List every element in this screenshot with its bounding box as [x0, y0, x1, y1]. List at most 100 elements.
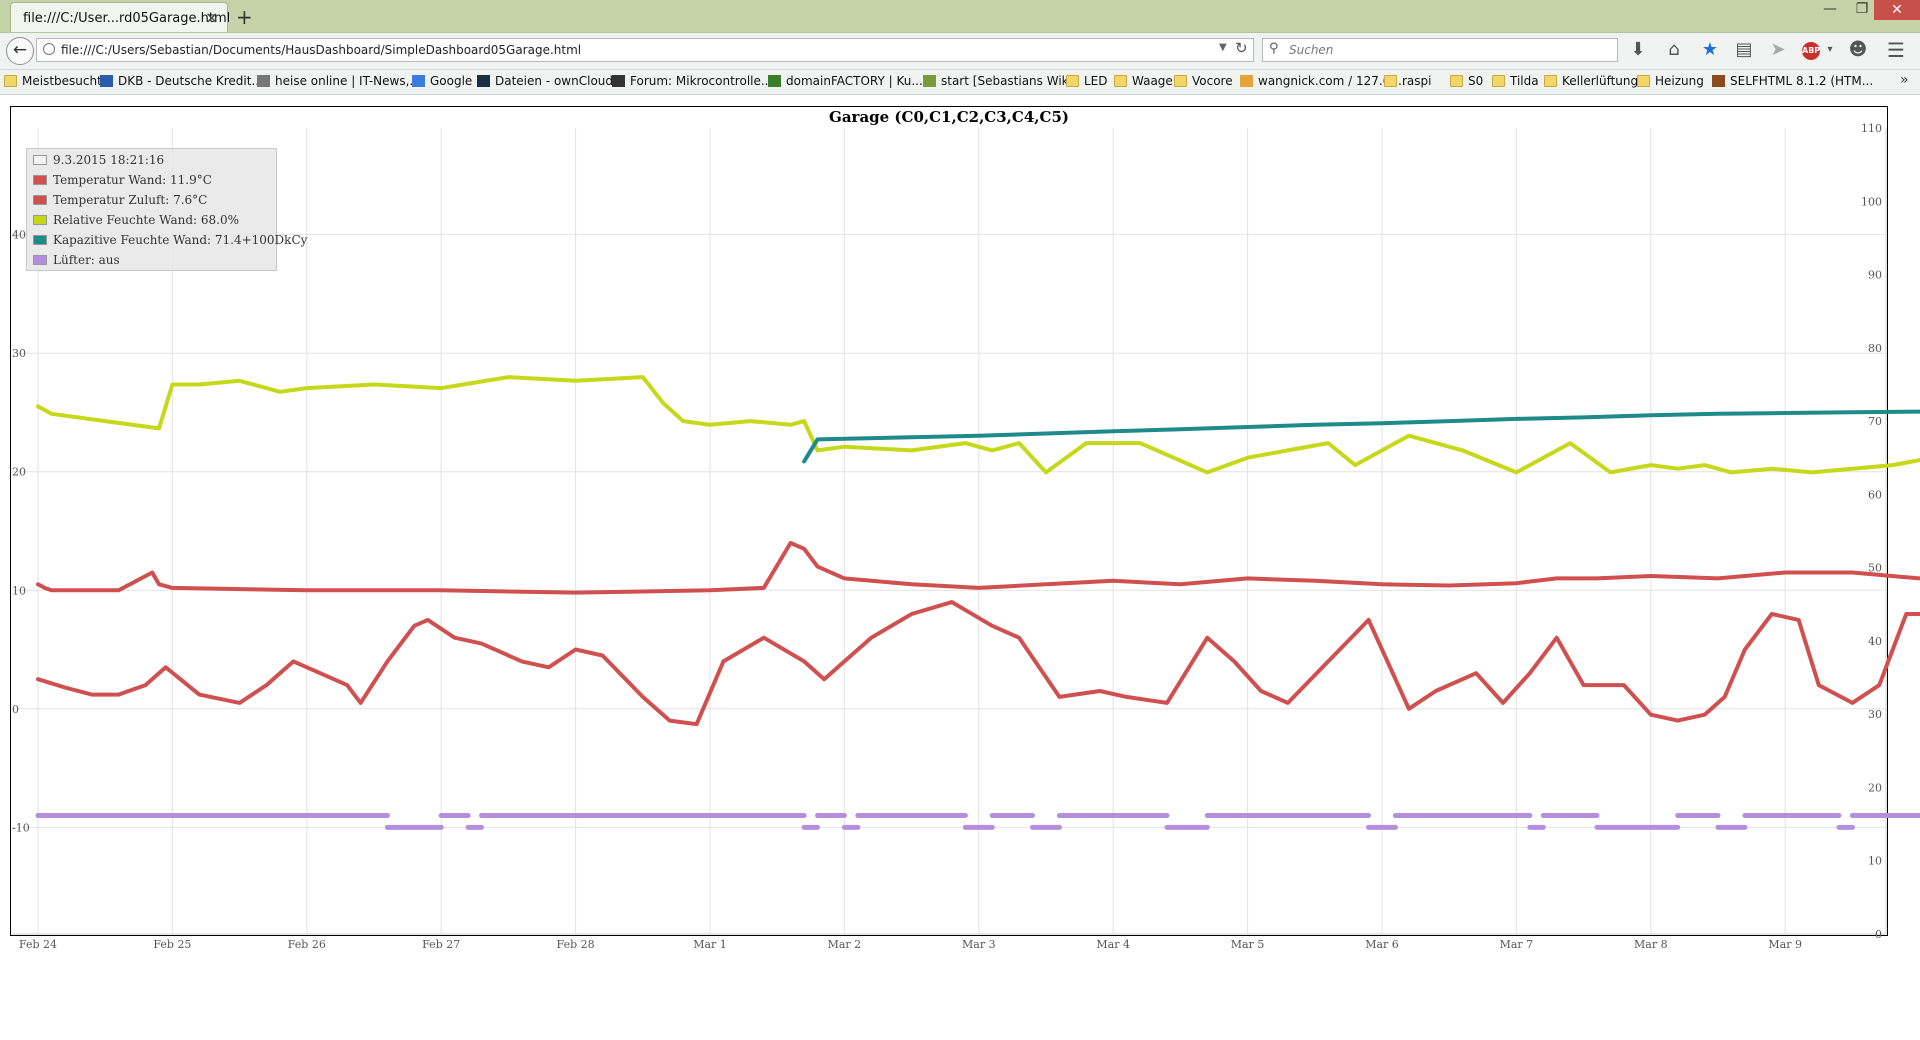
folder-icon	[1450, 75, 1463, 87]
bookmark-item[interactable]: S0	[1468, 74, 1484, 88]
y-right-tick-label: 60	[1868, 488, 1882, 501]
search-icon: ⚲	[1269, 41, 1279, 56]
globe-icon	[43, 43, 55, 55]
bookmark-item[interactable]: LED	[1084, 74, 1108, 88]
url-dropdown-icon[interactable]: ▼	[1219, 42, 1227, 53]
chart-frame	[10, 106, 1888, 936]
tab-title: file:///C:/User...rd05Garage.html	[23, 11, 231, 26]
selfhtml-icon	[1712, 75, 1725, 87]
legend-swatch	[33, 175, 47, 185]
x-tick-label: Mar 1	[693, 938, 727, 951]
bookmark-item[interactable]: heise online | IT-News,...	[275, 74, 421, 88]
send-icon[interactable]: ➤	[1770, 39, 1786, 60]
x-tick-label: Mar 5	[1231, 938, 1265, 951]
series-temperatur-wand	[36, 540, 1920, 595]
legend-label: Lüfter: aus	[53, 253, 120, 267]
bookmarks-overflow-icon[interactable]: »	[1900, 72, 1909, 88]
folder-icon	[1544, 75, 1557, 87]
bookmarks-bar: Meistbesucht DKB - Deutsche Kredit... heis…	[0, 70, 1920, 95]
x-tick-label: Mar 7	[1500, 938, 1534, 951]
adblock-dropdown-icon[interactable]: ▾	[1827, 44, 1833, 55]
y-right-tick-label: 90	[1868, 269, 1882, 282]
series-kapazitive-feuchte-wand	[802, 409, 1920, 464]
home-icon[interactable]: ⌂	[1668, 39, 1680, 60]
hamburger-menu-icon[interactable]: ☰	[1887, 38, 1905, 62]
series-layer	[35, 375, 1920, 830]
folder-icon	[1492, 75, 1505, 87]
google-icon	[412, 75, 425, 87]
dkb-icon	[100, 75, 113, 87]
y-right-tick-label: 70	[1868, 415, 1882, 428]
mikrocontroller-icon	[612, 75, 625, 87]
adblock-plus-icon[interactable]: ABP	[1802, 42, 1820, 60]
search-input[interactable]: ⚲ Suchen	[1262, 38, 1618, 62]
bookmark-item[interactable]: raspi	[1402, 74, 1432, 88]
y-right-tick-label: 110	[1861, 122, 1882, 135]
bookmark-item[interactable]: Vocore	[1192, 74, 1233, 88]
bookmark-item[interactable]: domainFACTORY | Ku...	[786, 74, 923, 88]
heise-icon	[257, 75, 270, 87]
navigation-toolbar: ← file:///C:/Users/Sebastian/Documents/H…	[0, 33, 1920, 70]
legend-swatch	[33, 195, 47, 205]
bookmark-item[interactable]: SELFHTML 8.1.2 (HTM...	[1730, 74, 1874, 88]
y-right-tick-label: 50	[1868, 562, 1882, 575]
arrow-left-icon: ←	[12, 40, 28, 60]
pma-icon	[1240, 75, 1253, 87]
tab-close-icon[interactable]: ×	[205, 8, 219, 27]
tab-active[interactable]: file:///C:/User...rd05Garage.html ×	[10, 2, 231, 32]
folder-icon	[1066, 75, 1079, 87]
series-relative-feuchte-wand	[36, 375, 1920, 475]
chart-title: Garage (C0,C1,C2,C3,C4,C5)	[829, 108, 1069, 126]
y-right-tick-label: 100	[1861, 195, 1882, 208]
y-left-tick-label: -10	[12, 821, 30, 834]
back-button[interactable]: ←	[6, 37, 34, 65]
download-icon[interactable]: ⬇	[1630, 39, 1646, 60]
bookmark-item[interactable]: Heizung	[1655, 74, 1704, 88]
legend-swatch	[33, 255, 47, 265]
search-placeholder: Suchen	[1289, 43, 1334, 57]
y-left-tick-label: 40	[12, 229, 26, 242]
bookmark-item[interactable]: Meistbesucht	[22, 74, 102, 88]
owncloud-icon	[477, 75, 490, 87]
y-left-tick-label: 20	[12, 466, 26, 479]
bookmark-item[interactable]: Google	[430, 74, 473, 88]
y-right-tick-label: 20	[1868, 781, 1882, 794]
bookmark-item[interactable]: Waage	[1132, 74, 1173, 88]
y-left-tick-label: 30	[12, 347, 26, 360]
restore-button[interactable]: ❐	[1855, 1, 1869, 17]
bookmark-item[interactable]: Kellerlüftung	[1562, 74, 1639, 88]
legend-timestamp: 9.3.2015 18:21:16	[53, 153, 165, 167]
y-right-tick-label: 80	[1868, 342, 1882, 355]
domainfactory-icon	[768, 75, 781, 87]
legend-label: Relative Feuchte Wand: 68.0%	[53, 213, 240, 227]
bookmark-item[interactable]: Forum: Mikrocontrolle...	[630, 74, 773, 88]
series-temperatur-zuluft	[36, 600, 1920, 727]
y-right-tick-label: 30	[1868, 708, 1882, 721]
x-tick-label: Feb 27	[422, 938, 460, 951]
y-right-tick-label: 40	[1868, 635, 1882, 648]
bookmark-item[interactable]: Tilda	[1510, 74, 1539, 88]
library-icon[interactable]: ▤	[1735, 39, 1753, 60]
reload-icon[interactable]: ↻	[1235, 39, 1248, 57]
x-tick-label: Mar 9	[1768, 938, 1802, 951]
close-window-button[interactable]: ✕	[1874, 0, 1920, 20]
title-bar: file:///C:/User...rd05Garage.html × + — …	[0, 0, 1920, 33]
url-bar[interactable]: file:///C:/Users/Sebastian/Documents/Hau…	[36, 38, 1254, 62]
axis-layer: Feb 24 Feb 25 Feb 26 Feb 27 Feb 28 Mar 1 Mar 2…	[12, 122, 1882, 951]
chat-icon[interactable]: ☻	[1848, 39, 1868, 60]
x-tick-label: Mar 4	[1096, 938, 1130, 951]
bookmark-item[interactable]: Dateien - ownCloud	[495, 74, 614, 88]
minimize-button[interactable]: —	[1823, 1, 1837, 17]
bookmark-star-icon[interactable]: ★	[1701, 39, 1719, 60]
legend: 9.3.2015 18:21:16 Temperatur Wand: 11.9°…	[26, 148, 307, 271]
url-text[interactable]: file:///C:/Users/Sebastian/Documents/Hau…	[61, 43, 582, 57]
y-right-tick-label: 10	[1868, 855, 1882, 868]
x-tick-label: Mar 6	[1365, 938, 1399, 951]
folder-icon	[1114, 75, 1127, 87]
new-tab-button[interactable]: +	[236, 5, 253, 29]
bookmark-item[interactable]: wangnick.com / 127.0....	[1258, 74, 1406, 88]
bookmark-item[interactable]: start [Sebastians Wiki]	[941, 74, 1077, 88]
folder-icon	[4, 75, 17, 87]
bookmark-item[interactable]: DKB - Deutsche Kredit...	[118, 74, 263, 88]
